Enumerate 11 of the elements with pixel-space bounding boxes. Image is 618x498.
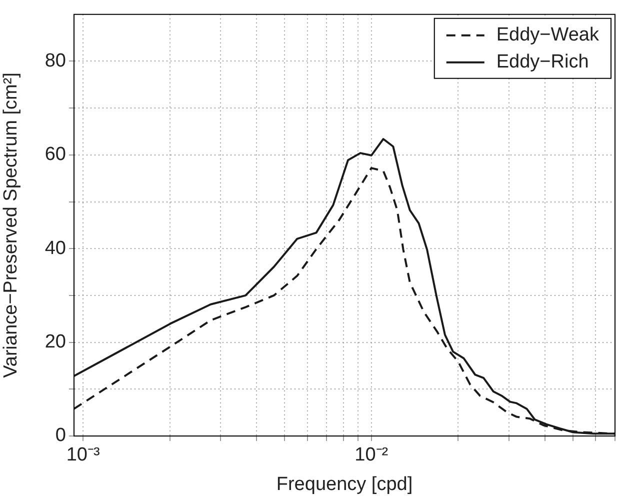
legend-label: Eddy−Rich bbox=[496, 52, 589, 73]
x-axis-title: Frequency [cpd] bbox=[276, 474, 413, 495]
y-tick-label: 40 bbox=[44, 238, 66, 259]
y-axis-title: Variance−Preserved Spectrum [cm²] bbox=[0, 72, 22, 378]
y-tick-label: 0 bbox=[55, 425, 66, 446]
x-tick-label: 10⁻² bbox=[354, 444, 388, 466]
legend-label: Eddy−Weak bbox=[496, 24, 600, 46]
x-tick-label: 10⁻³ bbox=[66, 444, 100, 466]
y-tick-label: 20 bbox=[44, 332, 66, 353]
y-tick-label: 80 bbox=[44, 50, 66, 72]
y-tick-label: 60 bbox=[44, 144, 66, 166]
